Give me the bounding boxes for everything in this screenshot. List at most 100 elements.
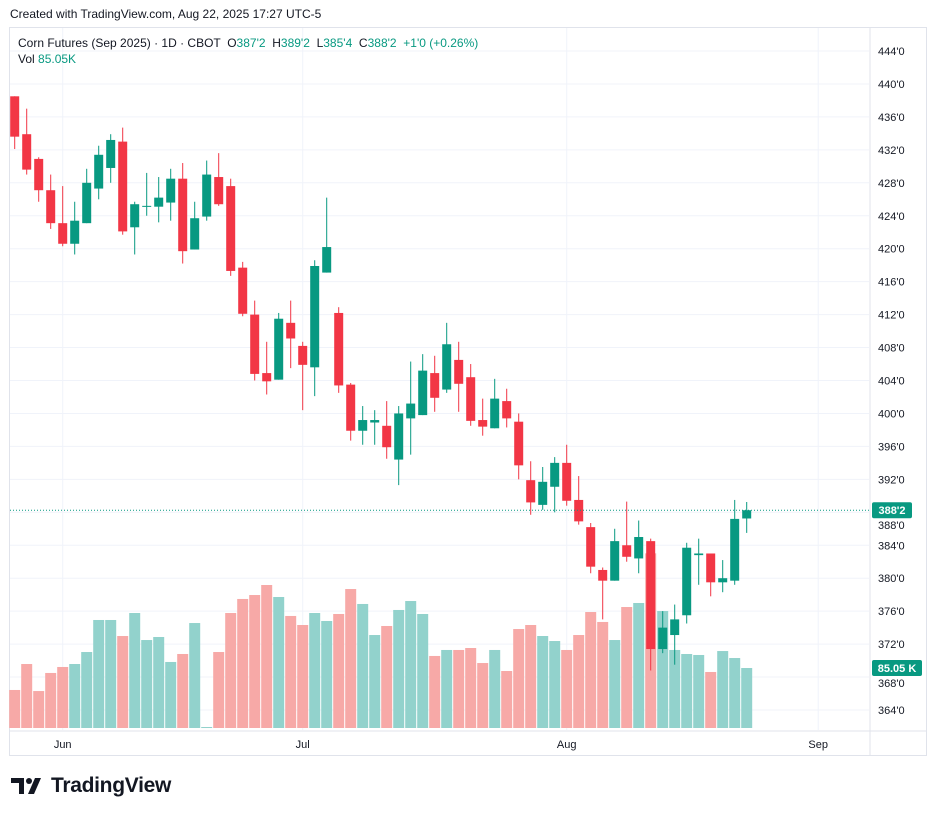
volume-bar: [45, 672, 57, 728]
candle-up: [406, 403, 416, 419]
volume-bar: [549, 641, 561, 728]
price-tick-label: 424'0: [878, 211, 905, 223]
candle-down: [334, 312, 344, 386]
candle-down: [430, 373, 440, 398]
volume-bar: [201, 727, 213, 729]
high-label: H: [272, 36, 281, 50]
candle-up: [418, 370, 428, 416]
candle-up: [202, 174, 212, 217]
candle-up: [610, 541, 620, 581]
legend-volume-row: Vol 85.05K: [18, 51, 478, 67]
candle-up: [94, 154, 104, 189]
candle-up: [70, 220, 80, 244]
volume-bar: [57, 666, 69, 728]
price-tick-label: 372'0: [878, 639, 905, 651]
volume-bar: [165, 661, 177, 728]
volume-bar: [561, 649, 573, 728]
candle-up: [658, 627, 668, 650]
time-axis: Jun Jul Aug Sep: [54, 739, 828, 751]
price-tick-label: 392'0: [878, 474, 905, 486]
volume-bar: [477, 663, 489, 728]
volume-bar: [21, 664, 33, 728]
price-tick-label: 396'0: [878, 441, 905, 453]
volume-bar: [393, 609, 405, 728]
volume-bar: [405, 601, 417, 728]
high-value: 389'2: [280, 36, 310, 50]
volume-bar: [249, 595, 261, 728]
candle-up: [130, 204, 140, 228]
tradingview-logo[interactable]: TradingView: [11, 774, 171, 798]
candle-up: [694, 553, 704, 556]
time-tick-label: Aug: [557, 739, 577, 751]
volume-bar: [261, 585, 273, 728]
volume-bar: [69, 664, 81, 728]
volume-bar: [657, 611, 669, 728]
candle-down: [646, 541, 656, 650]
volume-bar: [489, 649, 501, 728]
last-price-badge-label: 388'2: [878, 505, 905, 517]
candle-down: [118, 141, 128, 232]
price-tick-label: 428'0: [878, 178, 905, 190]
legend-symbol[interactable]: Corn Futures (Sep 2025) · 1D · CBOT: [18, 36, 221, 50]
candle-down: [514, 421, 524, 466]
volume-bar: [597, 621, 609, 728]
volume-bars: [9, 553, 753, 729]
candle-up: [310, 265, 320, 368]
volume-bar: [177, 653, 189, 728]
volume-bar: [285, 615, 297, 728]
volume-bar: [381, 625, 393, 728]
volume-label: Vol: [18, 52, 35, 66]
candle-down: [586, 527, 596, 567]
candle-up: [142, 205, 152, 207]
candle-down: [622, 545, 632, 557]
change-value: +1'0 (+0.26%): [403, 36, 479, 50]
candle-down: [226, 186, 236, 271]
price-tick-label: 400'0: [878, 408, 905, 420]
price-tick-label: 444'0: [878, 46, 905, 58]
time-tick-label: Jul: [296, 739, 310, 751]
price-axis: 444'0 440'0 436'0 432'0 428'0 424'0 420'0 416'0…: [878, 46, 905, 717]
time-tick-label: Jun: [54, 739, 72, 751]
candle-up: [82, 182, 92, 224]
volume-bar: [129, 613, 141, 728]
volume-bar: [9, 689, 21, 728]
volume-bar: [369, 635, 381, 728]
candle-down: [34, 158, 44, 191]
volume-bar: [585, 612, 597, 728]
last-volume-badge-label: 85.05 K: [878, 663, 917, 675]
volume-bar: [669, 649, 681, 728]
candle-up: [370, 420, 380, 423]
volume-bar: [213, 652, 225, 728]
candle-up: [550, 462, 560, 487]
candle-up: [154, 197, 164, 207]
last-volume-badge: [872, 660, 922, 676]
last-price-badge: [872, 502, 912, 519]
price-tick-label: 364'0: [878, 705, 905, 717]
candle-up: [322, 247, 332, 273]
close-label: C: [358, 36, 368, 50]
tradingview-logo-text: TradingView: [51, 774, 172, 797]
candle-down: [526, 480, 536, 503]
price-tick-label: 432'0: [878, 145, 905, 157]
volume-bar: [573, 635, 585, 728]
volume-bar: [429, 655, 441, 728]
low-label: L: [316, 36, 324, 50]
volume-bar: [705, 671, 717, 728]
candle-down: [10, 96, 20, 137]
low-value: 385'4: [323, 36, 353, 50]
candle-up: [538, 481, 548, 505]
candle-down: [478, 420, 488, 427]
candle-down: [346, 384, 356, 431]
volume-bar: [33, 691, 45, 728]
volume-bar: [321, 620, 333, 728]
volume-bar: [417, 613, 429, 728]
price-tick-label: 420'0: [878, 244, 905, 256]
candle-up: [670, 619, 680, 636]
close-value: 388'2: [367, 36, 397, 50]
price-tick-label: 412'0: [878, 310, 905, 322]
volume-bar: [189, 623, 201, 728]
legend-price-row: Corn Futures (Sep 2025) · 1D · CBOT O387…: [18, 35, 478, 51]
volume-bar: [225, 613, 237, 728]
volume-bar: [105, 619, 117, 728]
